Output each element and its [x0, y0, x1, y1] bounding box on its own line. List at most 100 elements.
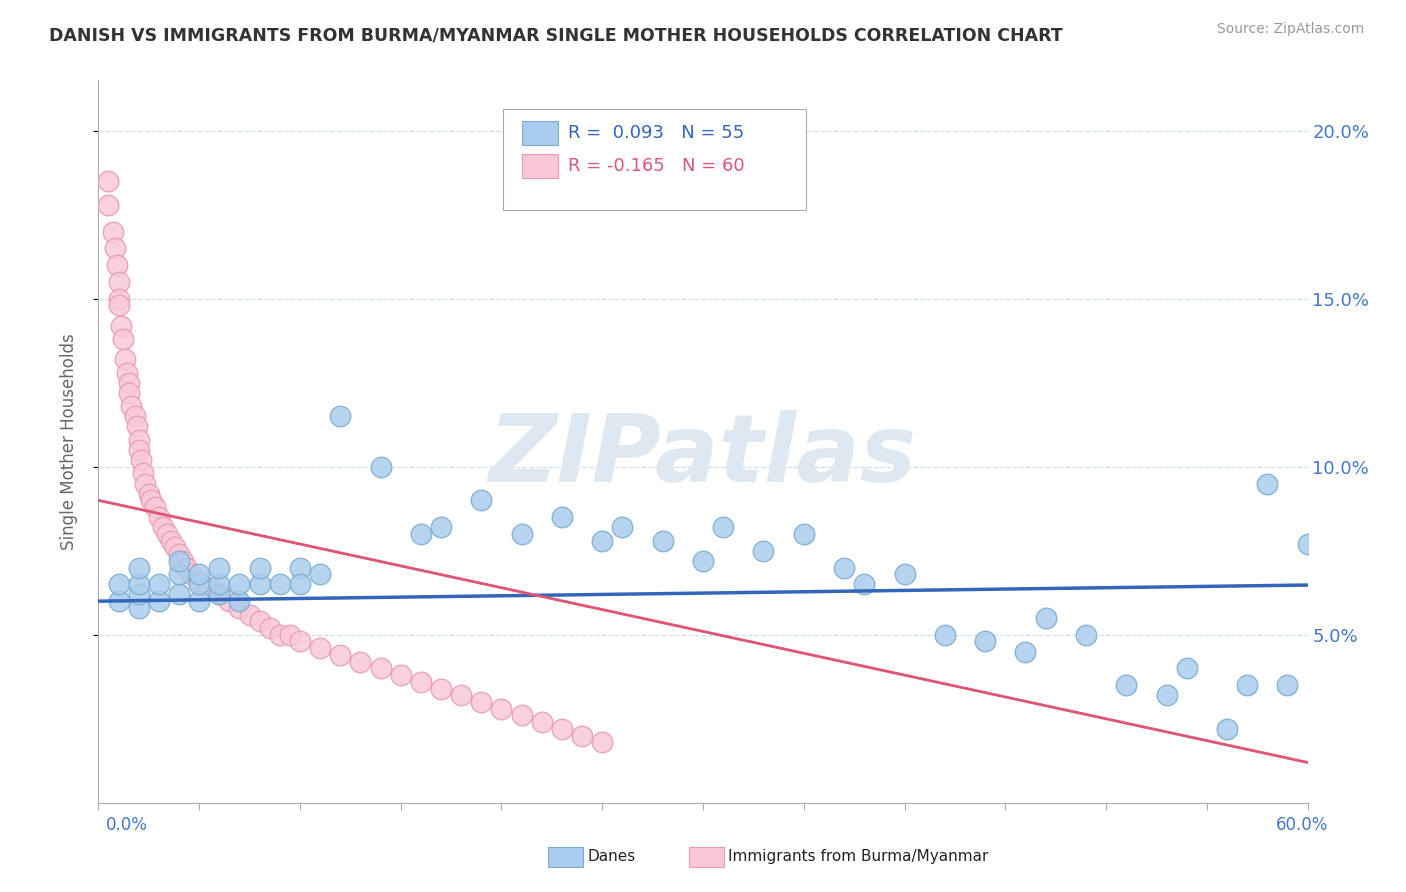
Point: [118, 376, 141, 390]
Point: [128, 560, 150, 574]
Point: [218, 594, 240, 608]
Point: [167, 554, 190, 568]
Point: [125, 419, 148, 434]
Point: [793, 527, 815, 541]
Y-axis label: Single Mother Households: Single Mother Households: [59, 334, 77, 549]
Point: [491, 702, 513, 716]
Point: [167, 567, 190, 582]
Point: [115, 366, 138, 380]
Point: [409, 674, 432, 689]
Point: [1074, 628, 1097, 642]
Point: [167, 547, 190, 561]
Text: R =  0.093   N = 55: R = 0.093 N = 55: [568, 124, 744, 142]
Point: [101, 225, 124, 239]
Point: [97, 174, 120, 188]
Point: [692, 554, 714, 568]
Point: [249, 615, 271, 629]
Point: [551, 510, 574, 524]
Point: [198, 581, 221, 595]
Point: [120, 399, 142, 413]
Point: [409, 527, 432, 541]
Point: [551, 722, 574, 736]
Point: [208, 587, 231, 601]
Point: [128, 587, 150, 601]
Point: [288, 560, 311, 574]
Point: [470, 695, 492, 709]
Point: [571, 729, 593, 743]
Point: [752, 543, 775, 558]
Point: [288, 577, 311, 591]
Point: [129, 453, 152, 467]
Text: Danes: Danes: [588, 849, 636, 863]
Point: [107, 577, 129, 591]
Point: [591, 533, 613, 548]
Point: [269, 628, 291, 642]
Point: [105, 258, 128, 272]
Point: [107, 292, 129, 306]
Point: [832, 560, 855, 574]
Point: [228, 577, 250, 591]
Point: [228, 594, 250, 608]
Point: [143, 500, 166, 514]
Point: [934, 628, 956, 642]
Point: [249, 577, 271, 591]
Point: [139, 493, 162, 508]
Point: [309, 641, 332, 656]
Point: [128, 600, 150, 615]
Point: [128, 577, 150, 591]
Point: [450, 688, 472, 702]
Point: [269, 577, 291, 591]
FancyBboxPatch shape: [503, 109, 806, 211]
Point: [1236, 678, 1258, 692]
Text: 60.0%: 60.0%: [1277, 816, 1329, 834]
Point: [128, 442, 150, 457]
Text: 0.0%: 0.0%: [105, 816, 148, 834]
Point: [974, 634, 997, 648]
Point: [530, 715, 553, 730]
Point: [148, 510, 170, 524]
Point: [1256, 476, 1278, 491]
Point: [591, 735, 613, 749]
Point: [470, 493, 492, 508]
Point: [160, 533, 183, 548]
Point: [1014, 644, 1036, 658]
Point: [188, 594, 211, 608]
Point: [107, 275, 129, 289]
Point: [510, 708, 533, 723]
Point: [612, 520, 634, 534]
Point: [288, 634, 311, 648]
Point: [1175, 661, 1198, 675]
Point: [172, 554, 194, 568]
Point: [132, 467, 155, 481]
Bar: [522, 121, 558, 145]
Point: [389, 668, 412, 682]
Point: [103, 241, 125, 255]
Text: DANISH VS IMMIGRANTS FROM BURMA/MYANMAR SINGLE MOTHER HOUSEHOLDS CORRELATION CHA: DANISH VS IMMIGRANTS FROM BURMA/MYANMAR …: [49, 27, 1063, 45]
Point: [180, 567, 202, 582]
Point: [188, 567, 211, 582]
Point: [510, 527, 533, 541]
Text: R = -0.165   N = 60: R = -0.165 N = 60: [568, 156, 744, 175]
Point: [138, 486, 160, 500]
Point: [370, 661, 392, 675]
Point: [167, 587, 190, 601]
Point: [1156, 688, 1178, 702]
Point: [853, 577, 876, 591]
Point: [114, 352, 136, 367]
Point: [309, 567, 332, 582]
Point: [124, 409, 146, 424]
Point: [278, 628, 301, 642]
Point: [1277, 678, 1299, 692]
Point: [107, 298, 129, 312]
Point: [111, 332, 134, 346]
Point: [1115, 678, 1137, 692]
Point: [134, 476, 156, 491]
Point: [430, 681, 453, 696]
Point: [1296, 537, 1319, 551]
Point: [97, 197, 120, 211]
Point: [110, 318, 132, 333]
Point: [893, 567, 915, 582]
Point: [148, 594, 170, 608]
Point: [228, 600, 250, 615]
Point: [176, 560, 198, 574]
